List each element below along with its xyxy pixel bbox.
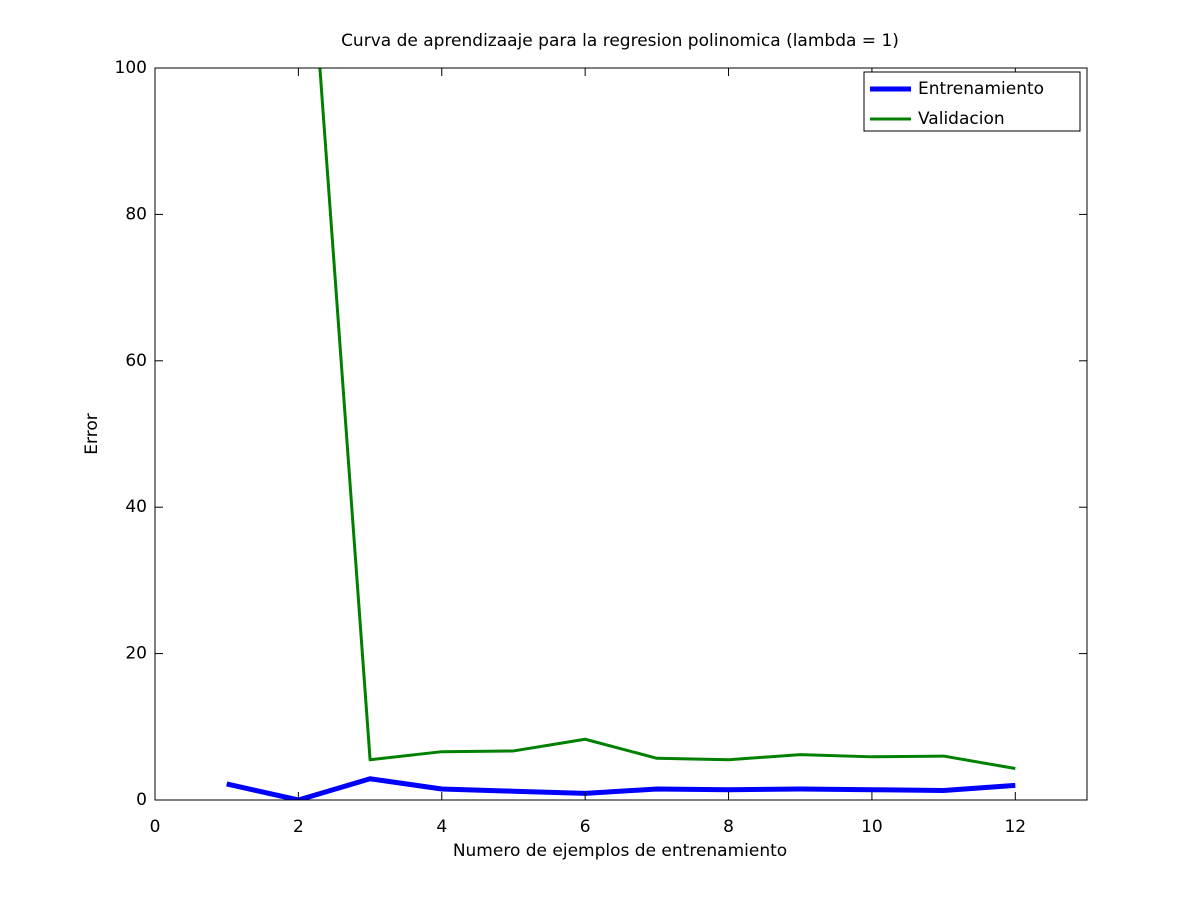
x-tick-label: 0 — [150, 817, 161, 837]
x-tick-label: 6 — [580, 817, 591, 837]
series-line — [226, 776, 1016, 800]
x-tick-label: 2 — [293, 817, 304, 837]
y-tick-label: 20 — [125, 644, 147, 664]
legend-label: Validacion — [918, 109, 1005, 129]
plot-area — [226, 68, 1016, 800]
y-tick-label: 60 — [125, 351, 147, 371]
legend-label: Entrenamiento — [918, 79, 1044, 99]
y-tick-label: 100 — [115, 58, 147, 78]
y-tick-label: 80 — [125, 204, 147, 224]
series-line — [318, 68, 1016, 771]
chart-title: Curva de aprendizaaje para la regresion … — [341, 31, 899, 51]
legend-box — [863, 71, 1081, 132]
x-tick-label: 12 — [1004, 817, 1026, 837]
x-axis-label: Numero de ejemplos de entrenamiento — [453, 841, 787, 861]
axes-box — [154, 67, 1088, 801]
y-tick-label: 40 — [125, 497, 147, 517]
y-axis-label: Error — [82, 413, 102, 454]
y-tick-label: 0 — [136, 790, 147, 810]
x-tick-label: 4 — [436, 817, 447, 837]
x-tick-label: 8 — [723, 817, 734, 837]
x-tick-label: 10 — [861, 817, 883, 837]
